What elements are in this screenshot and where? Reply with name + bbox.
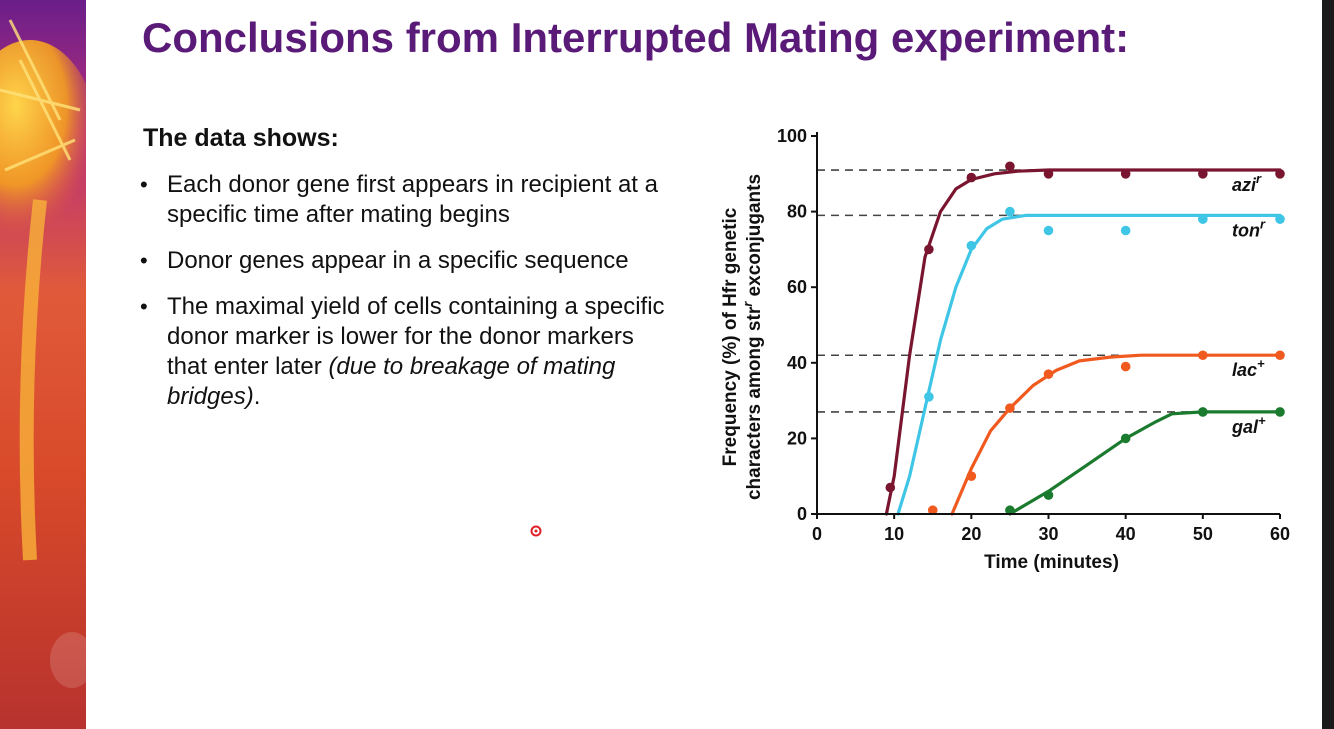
bullet-item: The maximal yield of cells containing a … <box>140 292 680 412</box>
x-tick-label: 40 <box>1116 524 1136 544</box>
data-point-azi <box>1043 169 1054 179</box>
y-tick-label: 60 <box>787 277 807 297</box>
x-tick-label: 60 <box>1270 524 1290 544</box>
data-point-ton <box>1275 214 1285 224</box>
series-label-name: azi <box>1232 175 1257 195</box>
series-line-azi <box>884 168 1282 516</box>
data-point-lac <box>966 471 977 482</box>
series-points <box>885 161 1285 516</box>
x-tick-label: 10 <box>884 524 904 544</box>
x-tick-label: 50 <box>1193 524 1213 544</box>
y-axis-title-text-end: exconjugants <box>744 174 765 302</box>
window-edge <box>1322 0 1334 729</box>
bullet-suffix: . <box>253 383 261 410</box>
series-label-lac: lac+ <box>1232 356 1265 380</box>
decorative-side-art <box>0 0 86 729</box>
y-tick-label: 40 <box>787 353 807 373</box>
data-point-gal <box>1120 433 1131 444</box>
y-axis-title-line2: characters among strr exconjugants <box>740 174 765 500</box>
series-label-ton: tonr <box>1232 216 1266 240</box>
data-point-azi <box>885 482 896 493</box>
data-point-lac <box>927 505 938 516</box>
series-line-ton <box>896 213 1282 516</box>
data-point-lac <box>1120 361 1131 372</box>
data-point-azi <box>1275 169 1285 179</box>
y-tick-label: 0 <box>797 504 807 524</box>
bullet-item: Donor genes appear in a specific sequenc… <box>140 246 680 276</box>
data-point-gal <box>1275 407 1285 417</box>
x-axis-title: Time (minutes) <box>984 552 1119 573</box>
data-point-azi <box>966 172 977 183</box>
series-label-name: ton <box>1232 220 1260 240</box>
x-tick-label: 0 <box>812 524 822 544</box>
series-label-superscript: r <box>1256 171 1262 186</box>
y-tick-label: 80 <box>787 202 807 222</box>
series-label-azi: azir <box>1232 171 1262 195</box>
series-label-name: gal <box>1231 417 1259 437</box>
data-point-gal <box>1005 505 1015 516</box>
bullet-text: Donor genes appear in a specific sequenc… <box>167 247 629 274</box>
y-axis-title-text: characters among str <box>744 306 765 500</box>
series-label-gal: gal+ <box>1231 413 1266 437</box>
slide-title: Conclusions from Interrupted Mating expe… <box>142 14 1130 61</box>
data-point-ton <box>1005 206 1015 217</box>
data-point-gal <box>1043 490 1054 500</box>
data-point-ton <box>924 392 934 402</box>
bullet-italic-note: (due to breakage of mating bridges) <box>167 353 616 410</box>
x-axis-ticks: 0 10 20 30 40 50 60 <box>812 514 1290 544</box>
data-point-azi <box>1005 161 1015 172</box>
data-point-azi <box>924 244 934 255</box>
series-label-name: lac <box>1232 360 1257 380</box>
y-axis-title-line1: Frequency (%) of Hfr genetic <box>720 207 741 466</box>
y-tick-label: 100 <box>777 126 807 146</box>
series-label-superscript: + <box>1258 413 1266 428</box>
y-axis-title: Frequency (%) of Hfr genetic characters … <box>720 174 765 500</box>
data-point-ton <box>1120 225 1131 236</box>
x-tick-label: 30 <box>1038 524 1058 544</box>
y-axis-title-superscript: r <box>740 301 755 307</box>
data-point-lac <box>1005 403 1015 413</box>
flower-decoration-icon <box>0 19 86 688</box>
x-tick-label: 20 <box>961 524 981 544</box>
y-tick-label: 20 <box>787 428 807 448</box>
series-line-lac <box>950 353 1282 516</box>
bullet-item: Each donor gene first appears in recipie… <box>140 170 680 230</box>
data-point-lac <box>1275 350 1285 361</box>
bullet-list: Each donor gene first appears in recipie… <box>140 170 680 428</box>
bullet-text: Each donor gene first appears in recipie… <box>167 171 658 228</box>
series-line-gal <box>1008 410 1282 516</box>
data-point-azi <box>1198 169 1208 179</box>
section-subhead: The data shows: <box>143 124 339 152</box>
data-point-lac <box>1198 350 1208 361</box>
data-point-azi <box>1120 169 1131 179</box>
data-point-ton <box>966 240 977 251</box>
data-point-ton <box>1043 225 1054 236</box>
data-point-gal <box>1198 407 1208 417</box>
series-curves <box>884 168 1282 516</box>
data-point-ton <box>1198 214 1208 224</box>
series-label-superscript: r <box>1260 216 1266 231</box>
y-axis-ticks: 0 20 40 60 80 100 <box>777 126 817 524</box>
data-point-lac <box>1043 369 1054 379</box>
pointer-cursor-icon <box>530 525 542 537</box>
series-label-superscript: + <box>1257 356 1265 371</box>
bullet-text: The maximal yield of cells containing a … <box>167 293 665 380</box>
